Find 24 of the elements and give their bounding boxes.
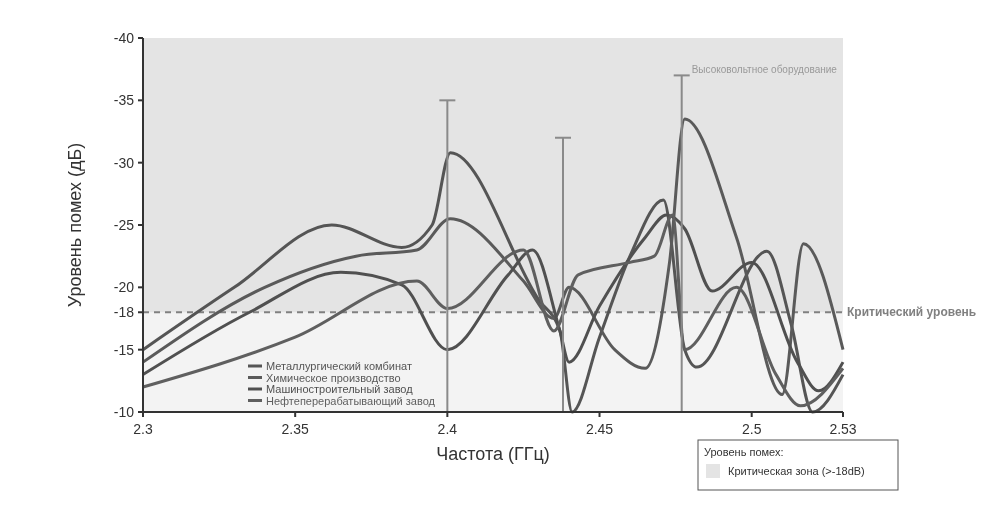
- legend-label: Машиностроительный завод: [266, 383, 414, 395]
- legend-label: Химическое производство: [266, 371, 401, 384]
- y-tick-label: -18: [113, 304, 135, 321]
- y-tick-label: -20: [113, 279, 135, 296]
- legend-label: Критическая зона (>-18dB): [728, 465, 865, 477]
- x-tick-label: 2.5: [741, 421, 762, 437]
- y-tick-label: -40: [113, 30, 135, 46]
- x-axis-title: Частота (ГГц): [436, 444, 550, 464]
- legend-label: Металлургический комбинат: [266, 360, 412, 372]
- x-tick-label: 2.35: [281, 421, 310, 437]
- x-tick-label: 2.45: [585, 421, 614, 437]
- x-tick-label: 2.53: [829, 421, 857, 437]
- y-tick-label: -25: [113, 217, 135, 233]
- x-tick-label: 2.4: [437, 421, 458, 437]
- legend-title: Уровень помех:: [704, 446, 784, 458]
- y-tick-label: -15: [113, 341, 135, 358]
- ref-line-label: Критический уровень: [847, 305, 977, 320]
- x-tick-label: 2.3: [133, 421, 153, 437]
- legend-label: Нефтеперерабатывающий завод: [266, 394, 436, 407]
- legend-label: Высоковольтное оборудование: [691, 64, 838, 76]
- y-tick-label: -30: [113, 154, 135, 171]
- y-tick-label: -10: [113, 404, 135, 420]
- y-axis-title: Уровень помех (дБ): [65, 142, 85, 308]
- y-tick-label: -35: [113, 92, 135, 109]
